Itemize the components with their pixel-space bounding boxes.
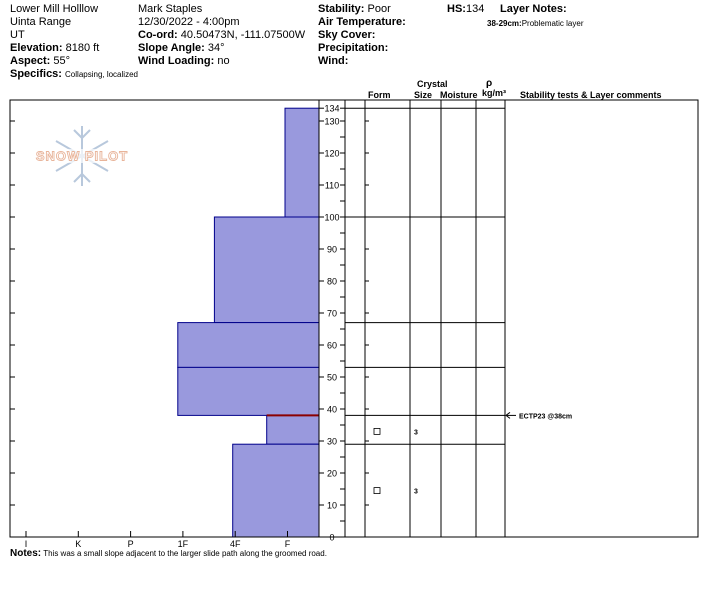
hardness-tick-label: K	[75, 539, 81, 549]
hs-label: HS:	[447, 3, 466, 15]
depth-tick-label: 60	[327, 341, 337, 351]
slope-row: Slope Angle: 34°	[138, 42, 225, 55]
layer-note: 38-29cm:Problematic layer	[487, 17, 584, 30]
hardness-bar	[177, 322, 320, 368]
hardness-bar	[266, 414, 320, 445]
coord-row: Co-ord: 40.50473N, -111.07500W	[138, 29, 305, 42]
notes-text: This was a small slope adjacent to the l…	[43, 549, 327, 558]
slope-label: Slope Angle:	[138, 42, 205, 54]
hardness-bar	[284, 107, 320, 218]
stability-row: Stability: Poor	[318, 3, 391, 16]
crystal-size-label: 3	[414, 429, 418, 436]
location: Lower Mill Holllow	[10, 3, 99, 15]
stability-test-label: ECTP23 @38cm	[519, 413, 572, 420]
layer-notes-label: Layer Notes:	[500, 3, 567, 15]
range: Uinta Range	[10, 16, 72, 28]
layer-note-depth: 38-29cm:	[487, 19, 522, 28]
state: UT	[10, 29, 25, 41]
depth-tick-label: 10	[327, 501, 337, 511]
depth-tick-label: 100	[324, 213, 339, 223]
depth-tick-label: 80	[327, 277, 337, 287]
hardness-bar	[177, 366, 320, 416]
wind-loading-label: Wind Loading:	[138, 55, 215, 67]
hardness-tick-label: 4F	[230, 539, 241, 549]
crystal-form-square	[373, 427, 381, 435]
aspect-value: 55°	[53, 55, 71, 67]
coord-label: Co-ord:	[138, 29, 178, 41]
elevation-value: 8180 ft	[65, 42, 100, 54]
col-rho: ρ	[486, 78, 492, 89]
depth-tick-label: 40	[327, 405, 337, 415]
logo-text: SNOW PILOT	[36, 149, 128, 164]
elevation-row: Elevation: 8180 ft	[10, 42, 99, 55]
specifics-value: Collapsing, localized	[65, 70, 138, 79]
wind-label: Wind:	[318, 55, 349, 67]
notes-label: Notes:	[10, 548, 42, 559]
stability-value: Poor	[367, 3, 391, 15]
depth-tick-label: 50	[327, 373, 337, 383]
hardness-tick-label: F	[285, 539, 291, 549]
wind-loading-row: Wind Loading: no	[138, 55, 230, 68]
logo-backdrop	[26, 149, 138, 163]
col-stability: Stability tests & Layer comments	[520, 90, 662, 100]
notes-row: Notes: This was a small slope adjacent t…	[10, 547, 327, 560]
crystal-form-square	[373, 487, 381, 495]
depth-tick-label: 30	[327, 437, 337, 447]
depth-tick-label: 110	[325, 181, 339, 191]
specifics-label: Specifics:	[10, 68, 62, 80]
aspect-row: Aspect: 55°	[10, 55, 70, 68]
slope-value: 34°	[207, 42, 225, 54]
observer: Mark Staples	[138, 3, 203, 15]
specifics-row: Specifics: Collapsing, localized	[10, 68, 138, 81]
depth-tick-label: 0	[329, 533, 334, 543]
hs-row: HS:134	[447, 3, 484, 16]
table-frame	[344, 99, 699, 538]
wind-loading-value: no	[217, 55, 230, 67]
depth-tick-label: 90	[327, 245, 337, 255]
precip-label: Precipitation:	[318, 42, 389, 54]
col-form: Form	[368, 90, 391, 100]
sky-cover-label: Sky Cover:	[318, 29, 376, 41]
stability-label: Stability:	[318, 3, 365, 15]
depth-tick-label: 120	[324, 149, 339, 159]
depth-tick-label: 134	[324, 104, 339, 114]
hs-value: 134	[465, 3, 485, 15]
hardness-bar	[213, 216, 320, 324]
layer-note-text: Problematic layer	[521, 19, 584, 28]
air-temp-label: Air Temperature:	[318, 16, 406, 28]
aspect-label: Aspect:	[10, 55, 51, 67]
col-size: Size	[414, 90, 432, 100]
col-moisture: Moisture	[440, 90, 478, 100]
hardness-tick-label: I	[25, 539, 28, 549]
col-density-unit: kg/m³	[482, 88, 506, 98]
col-crystal: Crystal	[417, 79, 448, 89]
datetime: 12/30/2022 - 4:00pm	[138, 16, 240, 28]
elevation-label: Elevation:	[10, 42, 63, 54]
coord-value: 40.50473N, -111.07500W	[180, 29, 306, 41]
hardness-tick-label: 1F	[178, 539, 189, 549]
stability-arrow-head	[505, 411, 511, 419]
depth-tick-label: 130	[324, 117, 339, 127]
hardness-bar	[232, 443, 320, 538]
crystal-size-label: 3	[414, 489, 418, 496]
hardness-tick-label: P	[128, 539, 134, 549]
depth-tick-label: 20	[327, 469, 337, 479]
depth-tick-label: 70	[327, 309, 337, 319]
